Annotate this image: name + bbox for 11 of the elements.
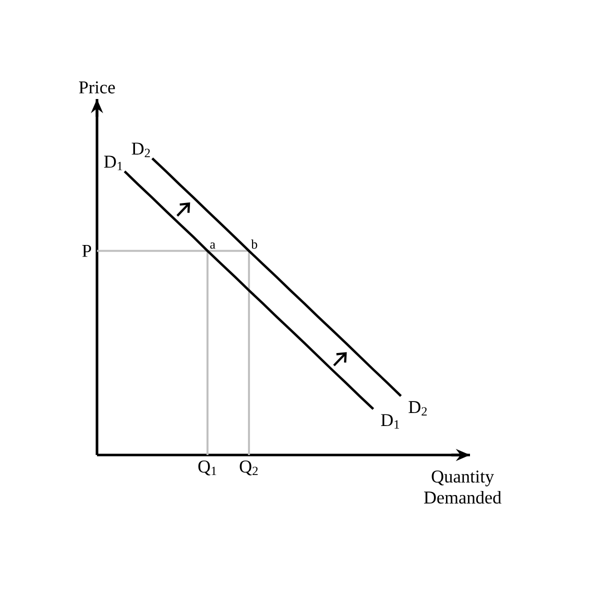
- series-label: D$_{1}$: [104, 156, 122, 170]
- x-tick-label: Q$_{1}$: [198, 460, 216, 476]
- y-axis-title: Price: [79, 81, 115, 94]
- annotation: a: [210, 242, 216, 249]
- x-tick-label: Q$_{2}$: [240, 460, 258, 476]
- x-axis-title: Quantity Demanded: [424, 470, 502, 504]
- text: D$_{2}$: [408, 401, 427, 416]
- ref-line-label: P: [82, 244, 92, 257]
- annotation: b: [251, 240, 258, 249]
- text: D$_{1}$: [381, 414, 400, 429]
- series-label: D$_{2}$: [132, 142, 150, 158]
